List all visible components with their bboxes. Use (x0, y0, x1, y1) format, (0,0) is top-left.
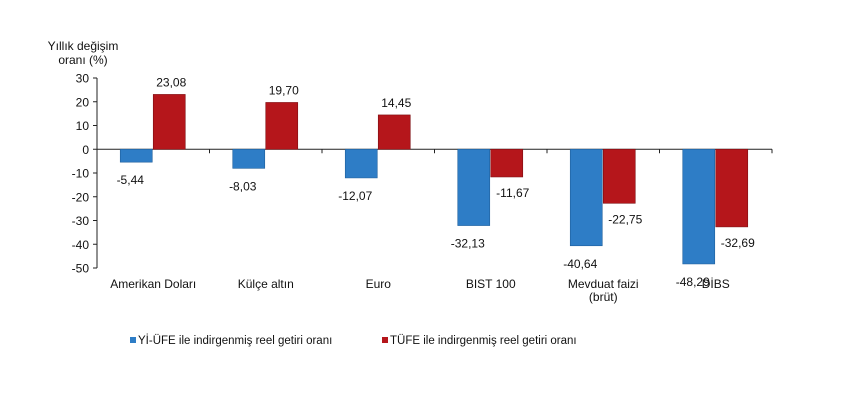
data-label: -22,75 (608, 212, 642, 226)
data-label: -12,07 (338, 189, 372, 203)
data-label: 19,70 (269, 83, 299, 97)
data-label: -5,44 (117, 173, 145, 187)
x-tick-label: Mevduat faizi (568, 277, 639, 291)
bar-yi-ufe (344, 148, 378, 179)
y-tick-label: 20 (76, 95, 90, 109)
y-tick-label: 10 (76, 119, 90, 133)
x-tick-label: BIST 100 (466, 277, 516, 291)
data-label: -11,67 (496, 186, 529, 200)
data-label: -32,13 (451, 237, 485, 251)
bar-tufe (377, 114, 411, 150)
data-label: 23,08 (156, 75, 186, 89)
bar-yi-ufe (232, 148, 266, 169)
x-tick-label: Külçe altın (238, 277, 294, 291)
y-axis-label: Yıllık değişim (48, 39, 119, 53)
y-tick-label: 0 (82, 143, 89, 157)
bar-yi-ufe (119, 148, 153, 163)
y-tick-label: -30 (72, 214, 90, 228)
bar-tufe (715, 148, 749, 228)
bar-tufe (152, 94, 186, 150)
bar-yi-ufe (682, 148, 716, 265)
bar-tufe (490, 148, 524, 178)
legend-label: TÜFE ile indirgenmiş reel getiri oranı (390, 335, 577, 347)
y-tick-label: -20 (72, 190, 90, 204)
y-tick-label: -40 (72, 238, 90, 252)
data-label: -40,64 (563, 257, 597, 271)
x-tick-label: DİBS (702, 277, 730, 291)
y-tick-label: 30 (76, 72, 90, 86)
x-tick-label: Euro (366, 277, 392, 291)
data-label: -8,03 (229, 179, 257, 193)
legend-label: Yİ-ÜFE ile indirgenmiş reel getiri oranı (138, 334, 332, 347)
data-label: 14,45 (381, 96, 411, 110)
bar-yi-ufe (457, 148, 491, 226)
bar-yi-ufe (569, 148, 603, 247)
y-tick-label: -50 (72, 262, 90, 276)
x-tick-label: Amerikan Doları (110, 277, 196, 291)
bar-tufe (265, 102, 299, 150)
y-axis-label: oranı (%) (58, 53, 107, 67)
data-label: -32,69 (721, 236, 755, 250)
legend-swatch-tufe (382, 337, 388, 343)
data-label: -48,29 (676, 275, 710, 289)
y-tick-label: -10 (72, 167, 90, 181)
x-tick-label: (brüt) (589, 290, 618, 304)
legend-swatch-yi-ufe (130, 337, 136, 343)
bar-tufe (602, 148, 636, 204)
